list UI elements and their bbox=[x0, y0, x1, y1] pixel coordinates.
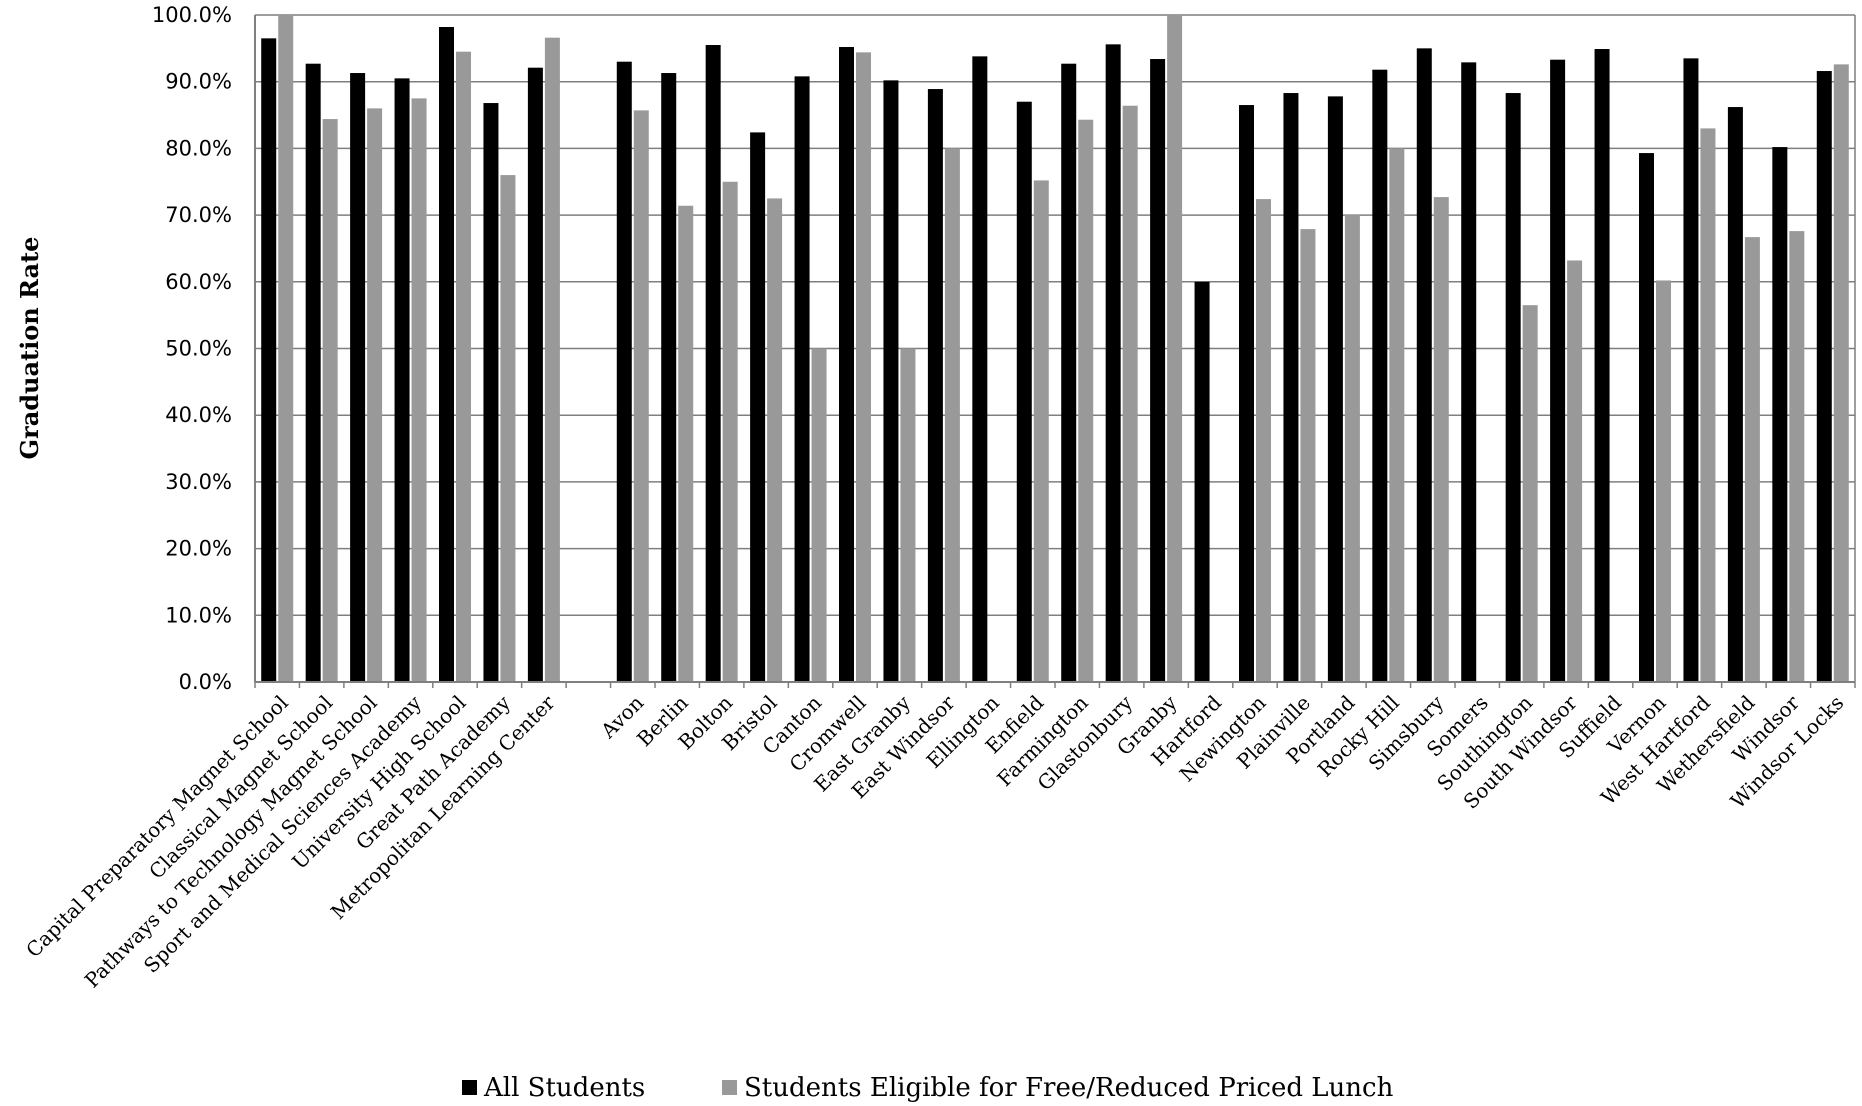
legend-label-frl-students: Students Eligible for Free/Reduced Price… bbox=[744, 1073, 1394, 1103]
bar-all-students bbox=[350, 73, 365, 682]
bar-frl-students bbox=[1167, 15, 1182, 682]
bar-all-students bbox=[972, 56, 987, 682]
bar-frl-students bbox=[1345, 215, 1360, 682]
y-tick-label: 10.0% bbox=[165, 603, 232, 627]
bar-all-students bbox=[483, 103, 498, 682]
bar-frl-students bbox=[634, 110, 649, 682]
bar-frl-students bbox=[1078, 120, 1093, 682]
bar-frl-students bbox=[1256, 199, 1271, 682]
bar-frl-students bbox=[545, 38, 560, 682]
bar-frl-students bbox=[1789, 231, 1804, 682]
bar-all-students bbox=[1728, 107, 1743, 682]
legend-swatch-frl-students bbox=[722, 1080, 737, 1095]
bar-frl-students bbox=[1834, 64, 1849, 682]
y-tick-label: 100.0% bbox=[152, 3, 232, 27]
y-tick-label: 60.0% bbox=[165, 270, 232, 294]
bar-all-students bbox=[1595, 49, 1610, 682]
bar-frl-students bbox=[1700, 128, 1715, 682]
y-tick-label: 40.0% bbox=[165, 403, 232, 427]
legend-swatch-all-students bbox=[462, 1080, 477, 1095]
y-tick-label: 0.0% bbox=[179, 670, 232, 694]
bar-frl-students bbox=[412, 98, 427, 682]
bar-all-students bbox=[1683, 58, 1698, 682]
bar-frl-students bbox=[1656, 280, 1671, 682]
y-tick-label: 80.0% bbox=[165, 136, 232, 160]
bar-all-students bbox=[1150, 59, 1165, 682]
bar-all-students bbox=[706, 45, 721, 682]
bar-all-students bbox=[1417, 48, 1432, 682]
legend-label-all-students: All Students bbox=[483, 1073, 645, 1103]
bar-frl-students bbox=[1300, 229, 1315, 682]
bar-frl-students bbox=[945, 148, 960, 682]
bar-all-students bbox=[1372, 70, 1387, 682]
bar-frl-students bbox=[1523, 305, 1538, 682]
bar-all-students bbox=[661, 73, 676, 682]
bar-frl-students bbox=[1745, 237, 1760, 682]
y-tick-label: 70.0% bbox=[165, 203, 232, 227]
bar-all-students bbox=[1772, 147, 1787, 682]
bar-frl-students bbox=[678, 206, 693, 682]
bar-frl-students bbox=[900, 349, 915, 683]
y-tick-label: 50.0% bbox=[165, 337, 232, 361]
bar-frl-students bbox=[723, 182, 738, 682]
bar-all-students bbox=[1195, 282, 1210, 682]
bar-frl-students bbox=[1123, 106, 1138, 682]
bar-all-students bbox=[306, 64, 321, 682]
bar-all-students bbox=[439, 27, 454, 682]
bar-frl-students bbox=[856, 52, 871, 682]
bar-all-students bbox=[795, 76, 810, 682]
bar-all-students bbox=[1106, 44, 1121, 682]
bar-all-students bbox=[1239, 105, 1254, 682]
bar-all-students bbox=[1506, 93, 1521, 682]
bar-all-students bbox=[395, 78, 410, 682]
bar-frl-students bbox=[323, 119, 338, 682]
bar-frl-students bbox=[1034, 180, 1049, 682]
bar-frl-students bbox=[278, 15, 293, 682]
bar-all-students bbox=[1639, 153, 1654, 682]
bar-all-students bbox=[528, 68, 543, 682]
bar-all-students bbox=[928, 89, 943, 682]
bar-all-students bbox=[883, 80, 898, 682]
y-tick-label: 20.0% bbox=[165, 537, 232, 561]
bar-frl-students bbox=[1434, 197, 1449, 682]
bar-all-students bbox=[1061, 64, 1076, 682]
bar-all-students bbox=[1461, 62, 1476, 682]
y-tick-label: 30.0% bbox=[165, 470, 232, 494]
y-axis-label: Graduation Rate bbox=[15, 237, 44, 460]
bar-all-students bbox=[839, 47, 854, 682]
bar-frl-students bbox=[812, 349, 827, 683]
bar-all-students bbox=[750, 132, 765, 682]
bar-all-students bbox=[1017, 102, 1032, 682]
bar-all-students bbox=[1550, 60, 1565, 682]
bar-all-students bbox=[1817, 71, 1832, 682]
bar-frl-students bbox=[1567, 260, 1582, 682]
bar-frl-students bbox=[500, 175, 515, 682]
y-tick-label: 90.0% bbox=[165, 70, 232, 94]
bar-all-students bbox=[1328, 96, 1343, 682]
bar-frl-students bbox=[456, 52, 471, 682]
bar-frl-students bbox=[1389, 148, 1404, 682]
bar-frl-students bbox=[367, 108, 382, 682]
legend: All Students Students Eligible for Free/… bbox=[462, 1073, 1394, 1103]
y-tick-labels: 0.0% 10.0% 20.0% 30.0% 40.0% 50.0% 60.0% 70.0% 8… bbox=[152, 3, 232, 694]
bar-all-students bbox=[1283, 93, 1298, 682]
bar-all-students bbox=[617, 62, 632, 682]
bar-all-students bbox=[261, 38, 276, 682]
x-tick-labels: Capital Preparatory Magnet SchoolClassic… bbox=[21, 690, 1848, 992]
bar-frl-students bbox=[767, 198, 782, 682]
